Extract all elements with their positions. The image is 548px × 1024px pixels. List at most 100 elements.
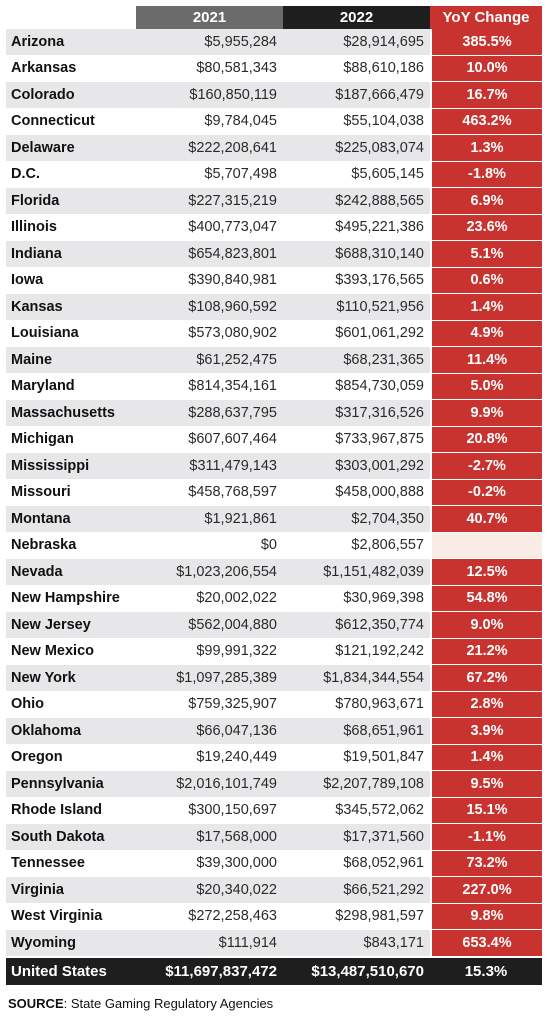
column-header-2021: 2021 <box>136 6 283 29</box>
yoy-change: 9.0% <box>430 612 542 638</box>
yoy-change: 12.5% <box>430 559 542 585</box>
value-2022: $66,521,292 <box>343 881 424 898</box>
state-name: Louisiana <box>11 325 79 342</box>
table-row: Missouri $458,768,597 $458,000,888 -0.2% <box>6 479 542 506</box>
value-2021: $160,850,119 <box>189 86 277 103</box>
state-name: Kansas <box>11 298 63 315</box>
state-name: Ohio <box>11 696 45 713</box>
table-row: Colorado $160,850,119 $187,666,479 16.7% <box>6 82 542 109</box>
state-name: Michigan <box>11 431 74 448</box>
value-2022: $843,171 <box>363 934 424 951</box>
yoy-change <box>430 532 542 558</box>
source-label: SOURCE <box>8 996 64 1011</box>
value-2022: $5,605,145 <box>351 166 424 183</box>
yoy-change: 67.2% <box>430 665 542 691</box>
value-2022: $88,610,186 <box>343 60 424 77</box>
value-2022: $68,651,961 <box>343 722 424 739</box>
yoy-change: 11.4% <box>430 347 542 373</box>
yoy-change: 227.0% <box>430 877 542 903</box>
total-yoy-value: 15.3% <box>464 962 508 980</box>
yoy-change: 20.8% <box>430 426 542 452</box>
value-2021: $19,240,449 <box>196 749 277 766</box>
state-name: Oklahoma <box>11 722 82 739</box>
value-2021: $288,637,795 <box>188 404 277 421</box>
value-2021: $573,080,902 <box>188 325 277 342</box>
value-2022: $345,572,062 <box>335 802 424 819</box>
state-name: Rhode Island <box>11 802 103 819</box>
table-row: Maryland $814,354,161 $854,730,059 5.0% <box>6 373 542 400</box>
value-2021: $2,016,101,749 <box>176 775 277 792</box>
value-2022: $1,834,344,554 <box>323 669 424 686</box>
yoy-change: -2.7% <box>430 453 542 479</box>
table-row: Virginia $20,340,022 $66,521,292 227.0% <box>6 877 542 904</box>
table-row: Pennsylvania $2,016,101,749 $2,207,789,108… <box>6 771 542 798</box>
value-2021: $272,258,463 <box>188 908 277 925</box>
value-2021: $1,097,285,389 <box>176 669 277 686</box>
state-name: West Virginia <box>11 908 103 925</box>
yoy-change: 385.5% <box>430 29 542 55</box>
table-row: D.C. $5,707,498 $5,605,145 -1.8% <box>6 161 542 188</box>
value-2021: $80,581,343 <box>196 60 277 77</box>
yoy-change: 54.8% <box>430 585 542 611</box>
value-2021: $99,991,322 <box>196 643 277 660</box>
state-name: Maryland <box>11 378 75 395</box>
value-2021: $607,607,464 <box>188 431 277 448</box>
yoy-change: -0.2% <box>430 479 542 505</box>
value-2022: $121,192,242 <box>335 643 424 660</box>
value-2021: $814,354,161 <box>188 378 277 395</box>
total-row: United States $11,697,837,472 $13,487,51… <box>6 957 542 985</box>
state-name: Delaware <box>11 139 75 156</box>
state-name: Mississippi <box>11 457 90 474</box>
value-2021: $222,208,641 <box>188 139 277 156</box>
state-name: New York <box>11 669 76 686</box>
yoy-change: 5.1% <box>430 241 542 267</box>
yoy-change: 15.1% <box>430 797 542 823</box>
table-row: Connecticut $9,784,045 $55,104,038 463.2% <box>6 108 542 135</box>
yoy-change: 21.2% <box>430 638 542 664</box>
state-name: Illinois <box>11 219 57 236</box>
state-name: Wyoming <box>11 934 76 951</box>
yoy-change: 653.4% <box>430 930 542 956</box>
yoy-change: 0.6% <box>430 267 542 293</box>
value-2021: $562,004,880 <box>188 616 277 633</box>
value-2021: $400,773,047 <box>188 219 277 236</box>
table-body: Arizona $5,955,284 $28,914,695 385.5% Arkans… <box>6 29 542 957</box>
value-2021: $311,479,143 <box>189 457 277 474</box>
table-row: Nebraska $0 $2,806,557 <box>6 532 542 559</box>
yoy-change: 5.0% <box>430 373 542 399</box>
table-header-row: 2021 2022 YoY Change <box>6 6 542 29</box>
value-2021: $17,568,000 <box>196 828 277 845</box>
column-header-2022: 2022 <box>283 6 430 29</box>
table-row: Oklahoma $66,047,136 $68,651,961 3.9% <box>6 718 542 745</box>
state-name: Massachusetts <box>11 404 115 421</box>
state-name: Colorado <box>11 86 75 103</box>
yoy-change: 9.9% <box>430 400 542 426</box>
table-row: Kansas $108,960,592 $110,521,956 1.4% <box>6 294 542 321</box>
yoy-change: 73.2% <box>430 850 542 876</box>
value-2022: $317,316,526 <box>335 404 424 421</box>
value-2022: $225,083,074 <box>335 139 424 156</box>
value-2021: $61,252,475 <box>196 351 277 368</box>
yoy-change: 40.7% <box>430 506 542 532</box>
table-row: Arkansas $80,581,343 $88,610,186 10.0% <box>6 55 542 82</box>
table-row: Indiana $654,823,801 $688,310,140 5.1% <box>6 241 542 268</box>
yoy-change: 9.5% <box>430 771 542 797</box>
state-name: New Jersey <box>11 616 91 633</box>
table-row: New Jersey $562,004,880 $612,350,774 9.0% <box>6 612 542 639</box>
value-2021: $0 <box>260 537 277 554</box>
value-2022: $110,521,956 <box>336 298 424 315</box>
yoy-change: 463.2% <box>430 108 542 134</box>
table-row: South Dakota $17,568,000 $17,371,560 -1.1% <box>6 824 542 851</box>
table-row: New York $1,097,285,389 $1,834,344,554 67.2… <box>6 665 542 692</box>
revenue-table: 2021 2022 YoY Change Arizona $5,955,284 $2… <box>6 6 542 985</box>
value-2021: $654,823,801 <box>188 245 277 262</box>
table-row: Oregon $19,240,449 $19,501,847 1.4% <box>6 744 542 771</box>
table-row: Nevada $1,023,206,554 $1,151,482,039 12.5% <box>6 559 542 586</box>
value-2021: $108,960,592 <box>188 298 277 315</box>
state-name: Maine <box>11 351 53 368</box>
value-2022: $612,350,774 <box>335 616 424 633</box>
value-2022: $242,888,565 <box>335 192 424 209</box>
value-2021: $20,340,022 <box>196 881 277 898</box>
state-name: Nevada <box>11 563 63 580</box>
value-2022: $68,231,365 <box>343 351 424 368</box>
